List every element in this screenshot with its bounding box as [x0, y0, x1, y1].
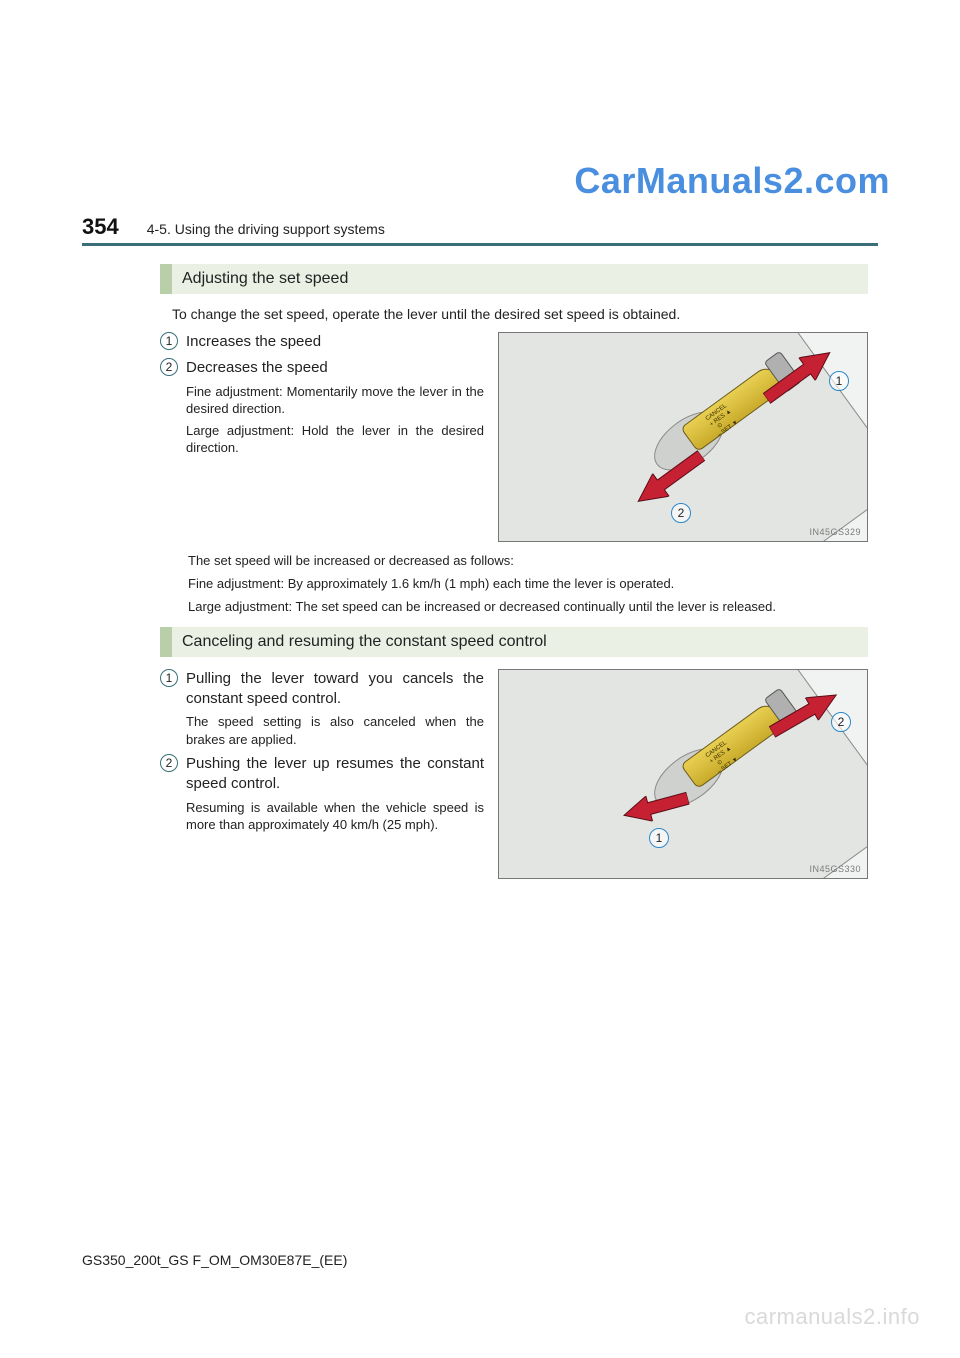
note-line: Fine adjustment: By approximately 1.6 km… [188, 575, 868, 594]
step-text: Pushing the lever up resumes the constan… [186, 754, 484, 834]
note-line: The set speed will be increased or decre… [188, 552, 868, 571]
section-heading-adjust-speed: Adjusting the set speed [160, 264, 868, 294]
section-bar [160, 627, 172, 657]
step-text: Decreases the speed Fine adjustment: Mom… [186, 358, 484, 456]
list-item: 1 Increases the speed [160, 332, 484, 352]
step-number-icon: 1 [160, 332, 178, 350]
step-subnote: Large adjustment: Hold the lever in the … [186, 422, 484, 457]
step-main: Decreases the speed [186, 359, 328, 376]
page-header: 354 4-5. Using the driving support syste… [82, 214, 878, 240]
section-title: Adjusting the set speed [172, 264, 358, 294]
step-number-icon: 2 [160, 358, 178, 376]
figure-id: IN45GS329 [809, 527, 861, 537]
watermark-top: CarManuals2.com [574, 160, 890, 202]
figure-callout-1-icon: 1 [649, 828, 669, 848]
step-text: Increases the speed [186, 332, 321, 352]
section-title: Canceling and resuming the constant spee… [172, 627, 557, 657]
chapter-title: 4-5. Using the driving support systems [147, 221, 385, 237]
step-main: Pushing the lever up resumes the constan… [186, 755, 484, 792]
watermark-bottom: carmanuals2.info [744, 1304, 920, 1330]
figure-callout-2-icon: 2 [831, 712, 851, 732]
section1-intro: To change the set speed, operate the lev… [172, 306, 868, 322]
figure-lever-cancel: CANCEL + RES ▲ ⊙ – SET ▼ 2 1 IN45GS330 [498, 669, 868, 879]
list-item: 1 Pulling the lever toward you cancels t… [160, 669, 484, 749]
section2-text-column: 1 Pulling the lever toward you cancels t… [160, 669, 484, 879]
footer-document-code: GS350_200t_GS F_OM_OM30E87E_(EE) [82, 1252, 347, 1268]
list-item: 2 Pushing the lever up resumes the const… [160, 754, 484, 834]
section1-after-notes: The set speed will be increased or decre… [188, 552, 868, 617]
section1-text-column: 1 Increases the speed 2 Decreases the sp… [160, 332, 484, 542]
list-item: 2 Decreases the speed Fine adjustment: M… [160, 358, 484, 456]
step-number-icon: 1 [160, 669, 178, 687]
note-line: Large adjustment: The set speed can be i… [188, 598, 868, 617]
header-divider [82, 243, 878, 246]
step-subnote: Resuming is available when the vehicle s… [186, 799, 484, 834]
manual-page: CarManuals2.com 354 4-5. Using the drivi… [0, 0, 960, 1358]
step-subnote: Fine adjustment: Momentarily move the le… [186, 383, 484, 418]
step-subnote: The speed setting is also canceled when … [186, 713, 484, 748]
step-number-icon: 2 [160, 754, 178, 772]
page-number: 354 [82, 214, 119, 240]
section-bar [160, 264, 172, 294]
page-content: Adjusting the set speed To change the se… [160, 258, 868, 879]
step-main: Pulling the lever toward you cancels the… [186, 670, 484, 707]
figure-id: IN45GS330 [809, 864, 861, 874]
section2-body: 1 Pulling the lever toward you cancels t… [160, 669, 868, 879]
figure-callout-2-icon: 2 [671, 503, 691, 523]
section1-figure-column: CANCEL + RES ▲ ⊙ – SET ▼ 1 2 IN45GS329 [498, 332, 868, 542]
section-heading-cancel-resume: Canceling and resuming the constant spee… [160, 627, 868, 657]
figure-lever-adjust: CANCEL + RES ▲ ⊙ – SET ▼ 1 2 IN45GS329 [498, 332, 868, 542]
step-text: Pulling the lever toward you cancels the… [186, 669, 484, 749]
figure-callout-1-icon: 1 [829, 371, 849, 391]
section2-figure-column: CANCEL + RES ▲ ⊙ – SET ▼ 2 1 IN45GS330 [498, 669, 868, 879]
section1-body: 1 Increases the speed 2 Decreases the sp… [160, 332, 868, 542]
